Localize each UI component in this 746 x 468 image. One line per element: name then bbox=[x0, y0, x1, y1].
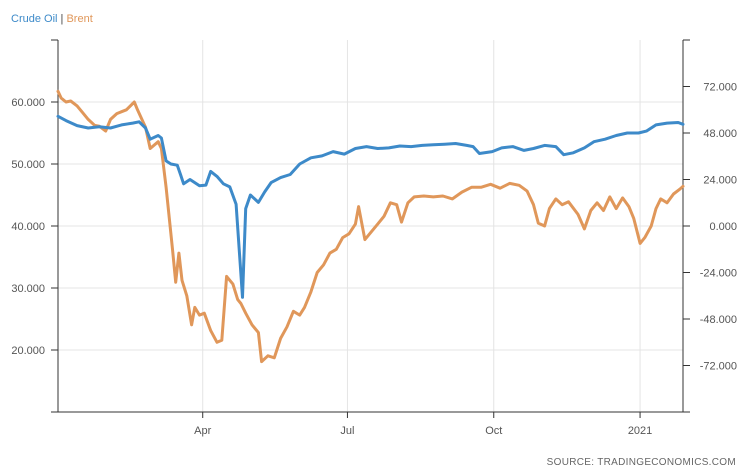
x-tick-label: Oct bbox=[485, 425, 502, 437]
y-right-tick-label: -72.000 bbox=[700, 361, 737, 373]
y-right-tick-label: 24.000 bbox=[703, 175, 737, 187]
source-label: SOURCE: TRADINGECONOMICS.COM bbox=[546, 457, 736, 468]
y-left-tick-label: 30.000 bbox=[11, 283, 45, 295]
series-lines bbox=[56, 89, 685, 364]
series-line-brent bbox=[56, 89, 685, 364]
y-right-tick-label: 0.000 bbox=[709, 221, 737, 233]
legend: Crude Oil | Brent bbox=[11, 13, 93, 25]
y-left-tick-label: 40.000 bbox=[11, 221, 45, 233]
x-tick-label: Jul bbox=[340, 425, 354, 437]
legend-separator: | bbox=[60, 13, 64, 25]
gridlines bbox=[58, 40, 683, 412]
y-left-tick-label: 60.000 bbox=[11, 97, 45, 109]
tick-labels: 20.000 30.000 40.000 50.000 60.000 72.000 48.0… bbox=[11, 82, 737, 438]
x-tick-label: Apr bbox=[194, 425, 211, 437]
y-right-tick-label: 48.000 bbox=[703, 128, 737, 140]
y-left-tick-label: 20.000 bbox=[11, 345, 45, 357]
y-right-tick-label: 72.000 bbox=[703, 82, 737, 94]
series-line-crude-oil bbox=[56, 114, 685, 299]
legend-crude-oil[interactable]: Crude Oil bbox=[11, 13, 58, 25]
axes bbox=[51, 39, 690, 418]
x-tick-label: 2021 bbox=[628, 425, 652, 437]
y-right-tick-label: -48.000 bbox=[700, 314, 737, 326]
y-left-tick-label: 50.000 bbox=[11, 159, 45, 171]
y-right-tick-label: -24.000 bbox=[700, 268, 737, 280]
legend-brent[interactable]: Brent bbox=[66, 13, 93, 25]
